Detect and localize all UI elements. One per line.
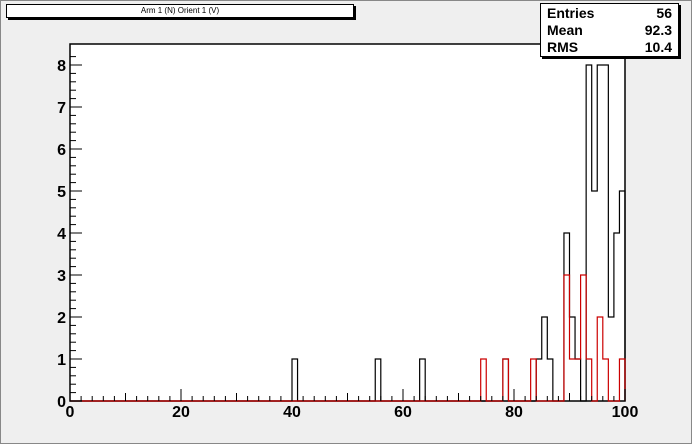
plot-frame	[69, 43, 626, 402]
y-tick-label: 7	[57, 100, 66, 117]
stat-row-mean: Mean 92.3	[547, 22, 672, 39]
x-tick-label: 60	[394, 404, 412, 421]
histogram-title: Arm 1 (N) Orient 1 (V)	[140, 6, 220, 15]
y-tick-label: 4	[57, 226, 66, 243]
x-tick-label: 20	[172, 404, 190, 421]
histogram-title-box: Arm 1 (N) Orient 1 (V)	[6, 4, 354, 18]
y-tick-label: 8	[57, 58, 66, 75]
stat-value-entries: 56	[656, 5, 672, 21]
stat-value-rms: 10.4	[644, 39, 672, 55]
stat-row-entries: Entries 56	[547, 5, 672, 22]
stat-row-rms: RMS 10.4	[547, 39, 672, 56]
y-tick-label: 5	[57, 184, 66, 201]
x-tick-label: 100	[612, 404, 639, 421]
y-tick-label: 2	[57, 310, 66, 327]
x-tick-label: 80	[505, 404, 523, 421]
statistics-box: Entries 56 Mean 92.3 RMS 10.4	[540, 3, 679, 57]
y-tick-label: 0	[57, 394, 66, 411]
y-tick-label: 1	[57, 352, 66, 369]
y-tick-label: 3	[57, 268, 66, 285]
stat-label-mean: Mean	[547, 22, 583, 38]
stat-label-entries: Entries	[547, 5, 595, 21]
stat-label-rms: RMS	[547, 39, 579, 55]
y-tick-label: 6	[57, 142, 66, 159]
x-tick-label: 0	[66, 404, 75, 421]
stat-value-mean: 92.3	[644, 22, 672, 38]
x-tick-label: 40	[283, 404, 301, 421]
